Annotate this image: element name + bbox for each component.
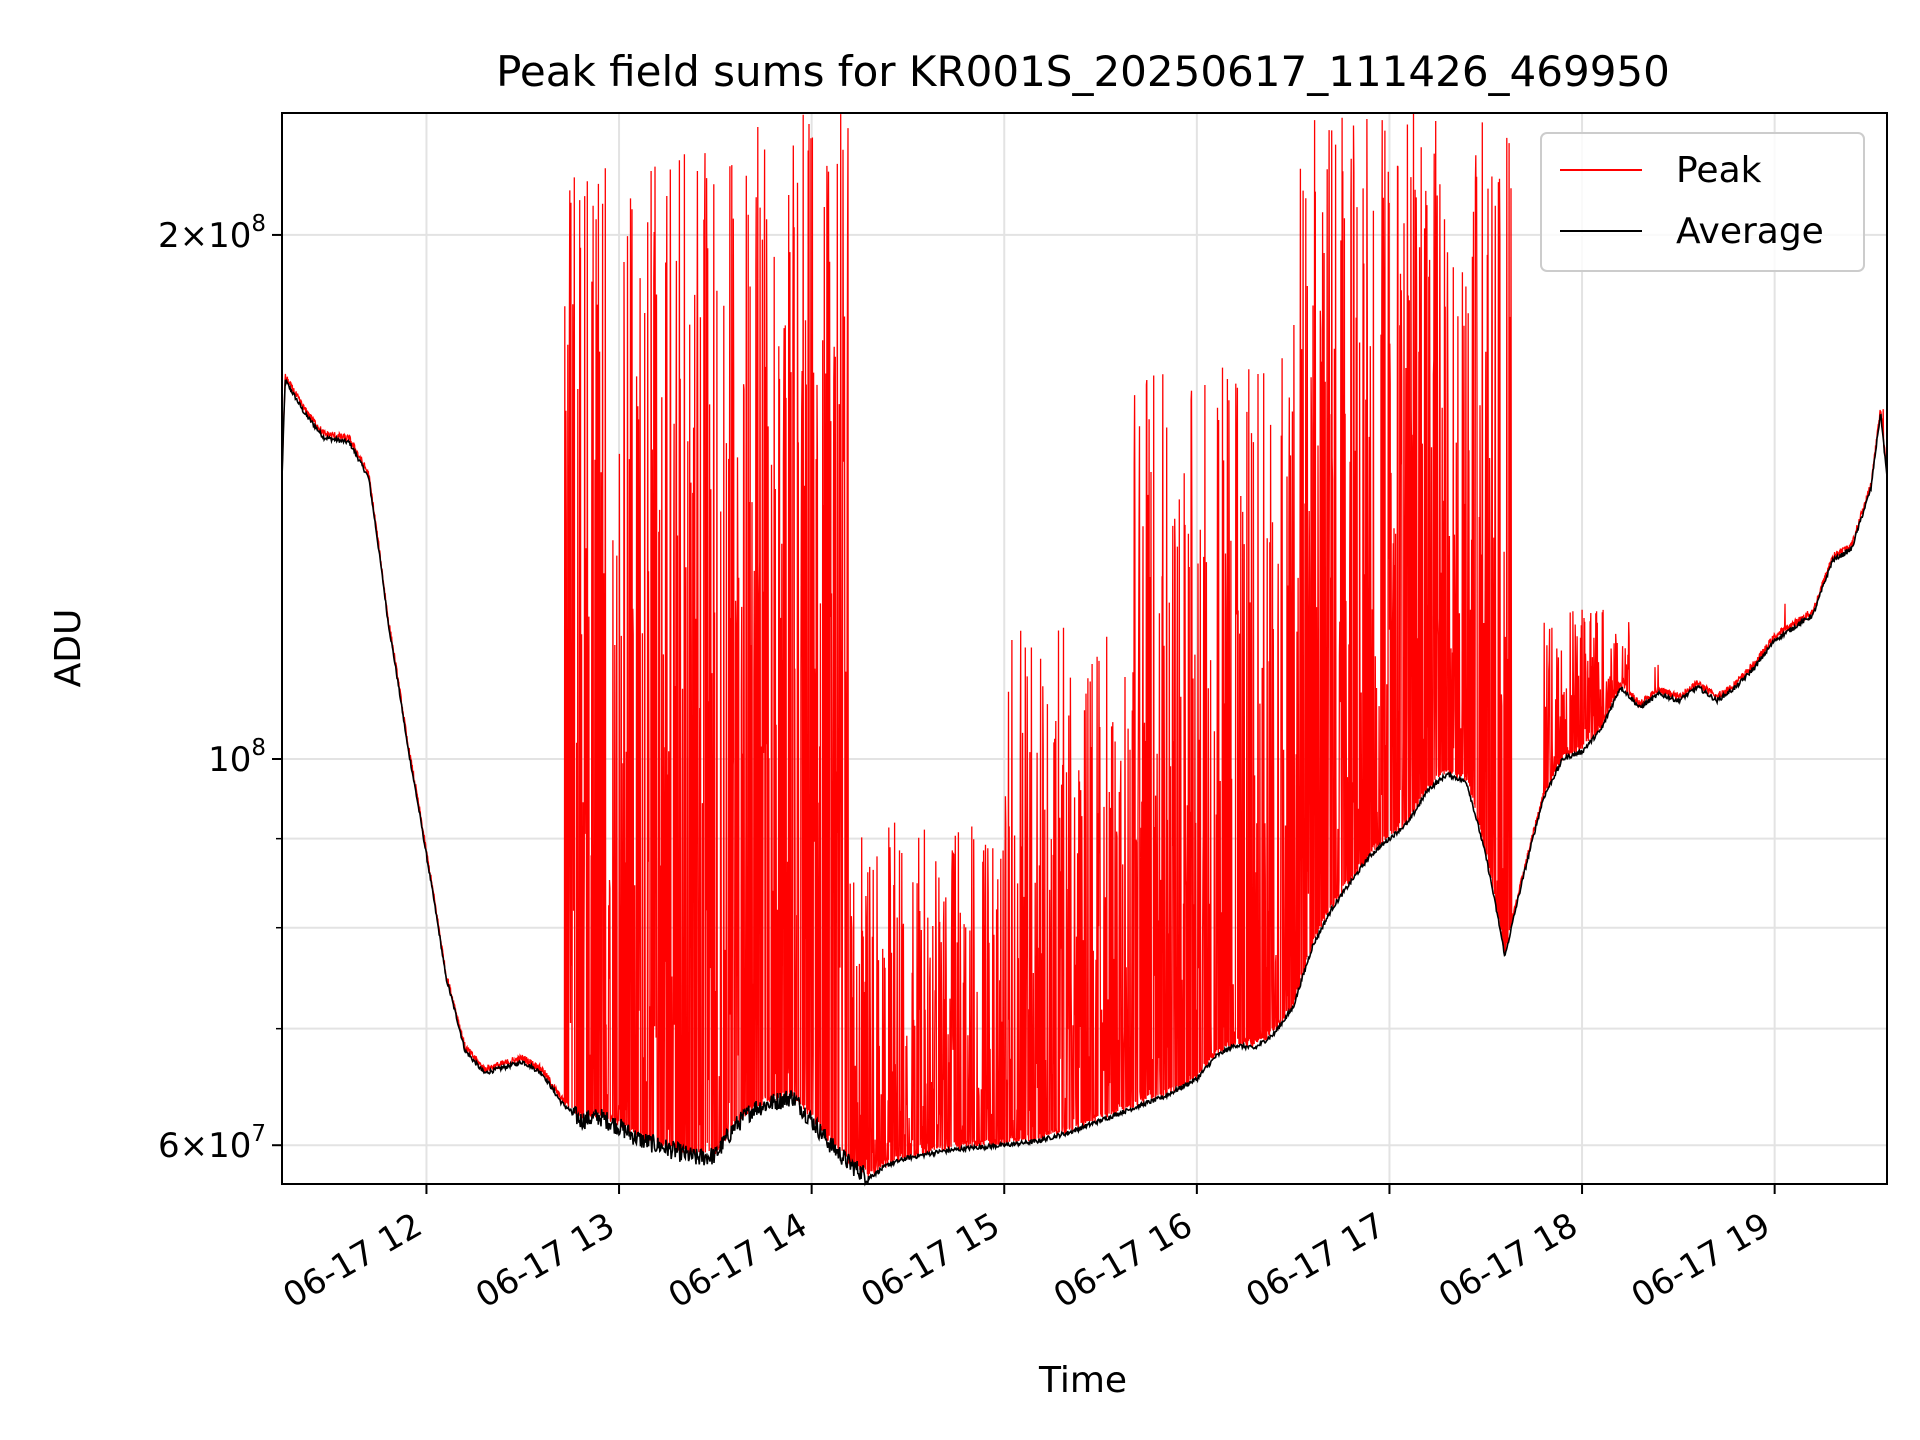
y-axis: 6×107 108 2×108 (158, 211, 282, 1166)
series-average (281, 378, 1888, 1187)
average-line (281, 378, 1888, 1187)
x-axis-label: Time (1038, 1360, 1127, 1401)
y-axis-label: ADU (48, 609, 89, 688)
y-tick-label: 108 (208, 735, 266, 780)
legend-label-peak: Peak (1676, 150, 1762, 191)
legend-box (1540, 132, 1865, 272)
y-tick-label: 2×108 (158, 211, 266, 256)
legend-label-average: Average (1676, 211, 1824, 252)
legend: Peak Average (1540, 132, 1865, 272)
plot-frame (281, 112, 1888, 1185)
chart-title: Peak field sums for KR001S_20250617_1114… (496, 47, 1670, 96)
y-tick-label: 6×107 (158, 1121, 266, 1166)
